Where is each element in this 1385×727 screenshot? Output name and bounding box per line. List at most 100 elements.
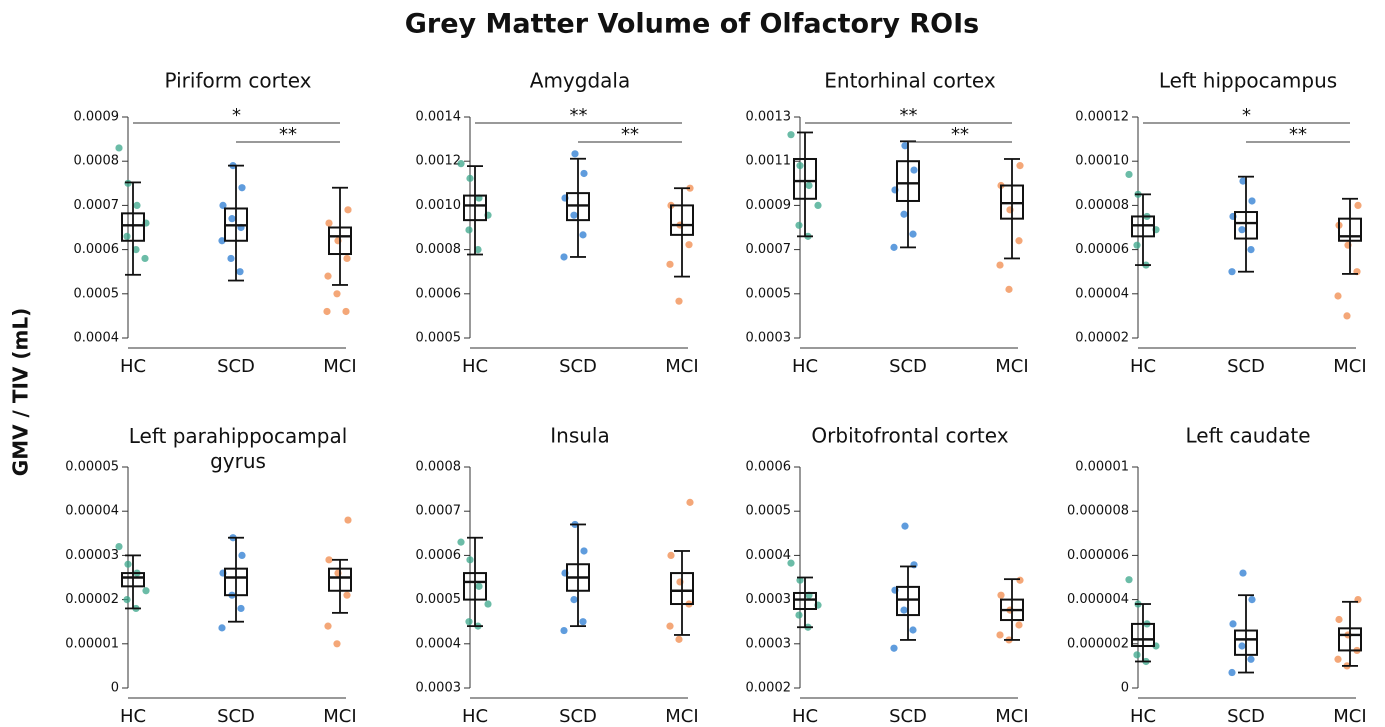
y-tick-label: 0.0005 [416, 592, 462, 607]
x-tick-label: SCD [889, 356, 927, 377]
data-point [579, 618, 587, 626]
data-point [325, 219, 333, 227]
data-point [814, 201, 822, 209]
data-point [795, 221, 803, 229]
data-point [142, 587, 150, 595]
x-tick-label: MCI [1333, 356, 1366, 377]
figure-title: Grey Matter Volume of Olfactory ROIs [405, 9, 980, 40]
data-point [343, 254, 351, 263]
x-tick-label: MCI [323, 706, 356, 727]
y-tick-label: 0.0007 [746, 242, 792, 257]
data-point [787, 559, 795, 567]
y-tick-label: 0.0013 [746, 110, 792, 125]
panel-title: Orbitofrontal cortex [811, 424, 1008, 448]
box [1338, 627, 1362, 652]
data-point [218, 624, 226, 632]
data-point [1125, 170, 1133, 179]
data-point [227, 254, 235, 263]
data-point [996, 631, 1004, 639]
data-point [1248, 197, 1256, 205]
data-point [123, 232, 131, 240]
y-tick-label: 0.0012 [416, 154, 462, 169]
y-axis-label: GMV / TIV (mL) [9, 308, 33, 476]
data-point [324, 622, 332, 630]
y-tick-label: 0.000006 [1067, 548, 1129, 563]
x-tick-label: SCD [217, 356, 255, 377]
y-tick-label: 0.00004 [65, 504, 119, 519]
y-tick-label: 0.0003 [746, 636, 792, 651]
data-point [1343, 312, 1351, 320]
y-tick-label: 0.00002 [1075, 331, 1129, 346]
y-tick-label: 0.0007 [416, 504, 462, 519]
box [1338, 217, 1362, 242]
box [896, 160, 920, 202]
data-point [900, 210, 908, 218]
y-tick-label: 0.00001 [65, 636, 119, 651]
data-point [560, 253, 568, 261]
box [121, 212, 145, 242]
y-tick-label: 0 [1121, 681, 1129, 696]
box [1234, 629, 1258, 656]
x-tick-label: SCD [559, 706, 597, 727]
x-tick-label: MCI [1333, 706, 1366, 727]
data-point [343, 591, 351, 599]
panel-title: Entorhinal cortex [824, 69, 996, 93]
y-tick-label: 0.00004 [1075, 286, 1129, 301]
data-point [1133, 241, 1141, 249]
data-point [228, 215, 236, 223]
y-tick-label: 0.0005 [74, 286, 120, 301]
box [896, 585, 920, 617]
data-point [1228, 668, 1236, 677]
x-tick-label: HC [120, 706, 146, 727]
x-tick-label: MCI [665, 356, 698, 377]
data-point [466, 174, 474, 182]
box [793, 591, 817, 610]
data-point [133, 201, 141, 209]
y-tick-label: 0.0005 [746, 504, 792, 519]
data-point [909, 626, 917, 634]
box [463, 572, 487, 601]
y-tick-label: 0.0008 [416, 242, 462, 257]
significance-label: ** [279, 124, 297, 145]
data-point [796, 576, 804, 584]
panel-title: Amygdala [530, 69, 630, 93]
data-point [1334, 655, 1342, 663]
y-tick-label: 0.0004 [416, 636, 462, 651]
data-point [1016, 576, 1024, 584]
box [224, 567, 248, 597]
box [121, 572, 145, 588]
data-point [579, 231, 587, 239]
significance-label: ** [951, 124, 969, 145]
data-point [457, 538, 465, 546]
box [1234, 211, 1258, 240]
y-tick-label: 0.00002 [65, 592, 119, 607]
data-point [1335, 615, 1343, 624]
data-point [675, 297, 683, 305]
data-point [667, 551, 675, 560]
data-point [560, 626, 568, 635]
data-point [1247, 246, 1255, 254]
y-tick-label: 0.00003 [65, 548, 119, 563]
data-point [1248, 596, 1256, 604]
data-point [237, 604, 245, 613]
data-point [465, 618, 473, 626]
x-tick-label: MCI [665, 706, 698, 727]
y-tick-label: 0.0003 [416, 681, 462, 696]
data-point [333, 640, 341, 648]
data-point [465, 226, 473, 234]
y-tick-label: 0.0003 [746, 331, 792, 346]
y-tick-label: 0.0010 [416, 198, 462, 213]
data-point [115, 542, 123, 551]
y-tick-label: 0.000002 [1067, 636, 1129, 651]
data-point [890, 644, 898, 652]
panel-title: Piriform cortex [164, 69, 311, 93]
data-point [466, 556, 474, 564]
data-point [474, 246, 482, 254]
data-point [1015, 237, 1023, 245]
x-tick-label: MCI [995, 356, 1028, 377]
data-point [685, 241, 693, 249]
x-tick-label: HC [1130, 356, 1156, 377]
data-point [805, 181, 813, 190]
data-point [1239, 177, 1247, 185]
x-tick-label: SCD [1227, 706, 1265, 727]
